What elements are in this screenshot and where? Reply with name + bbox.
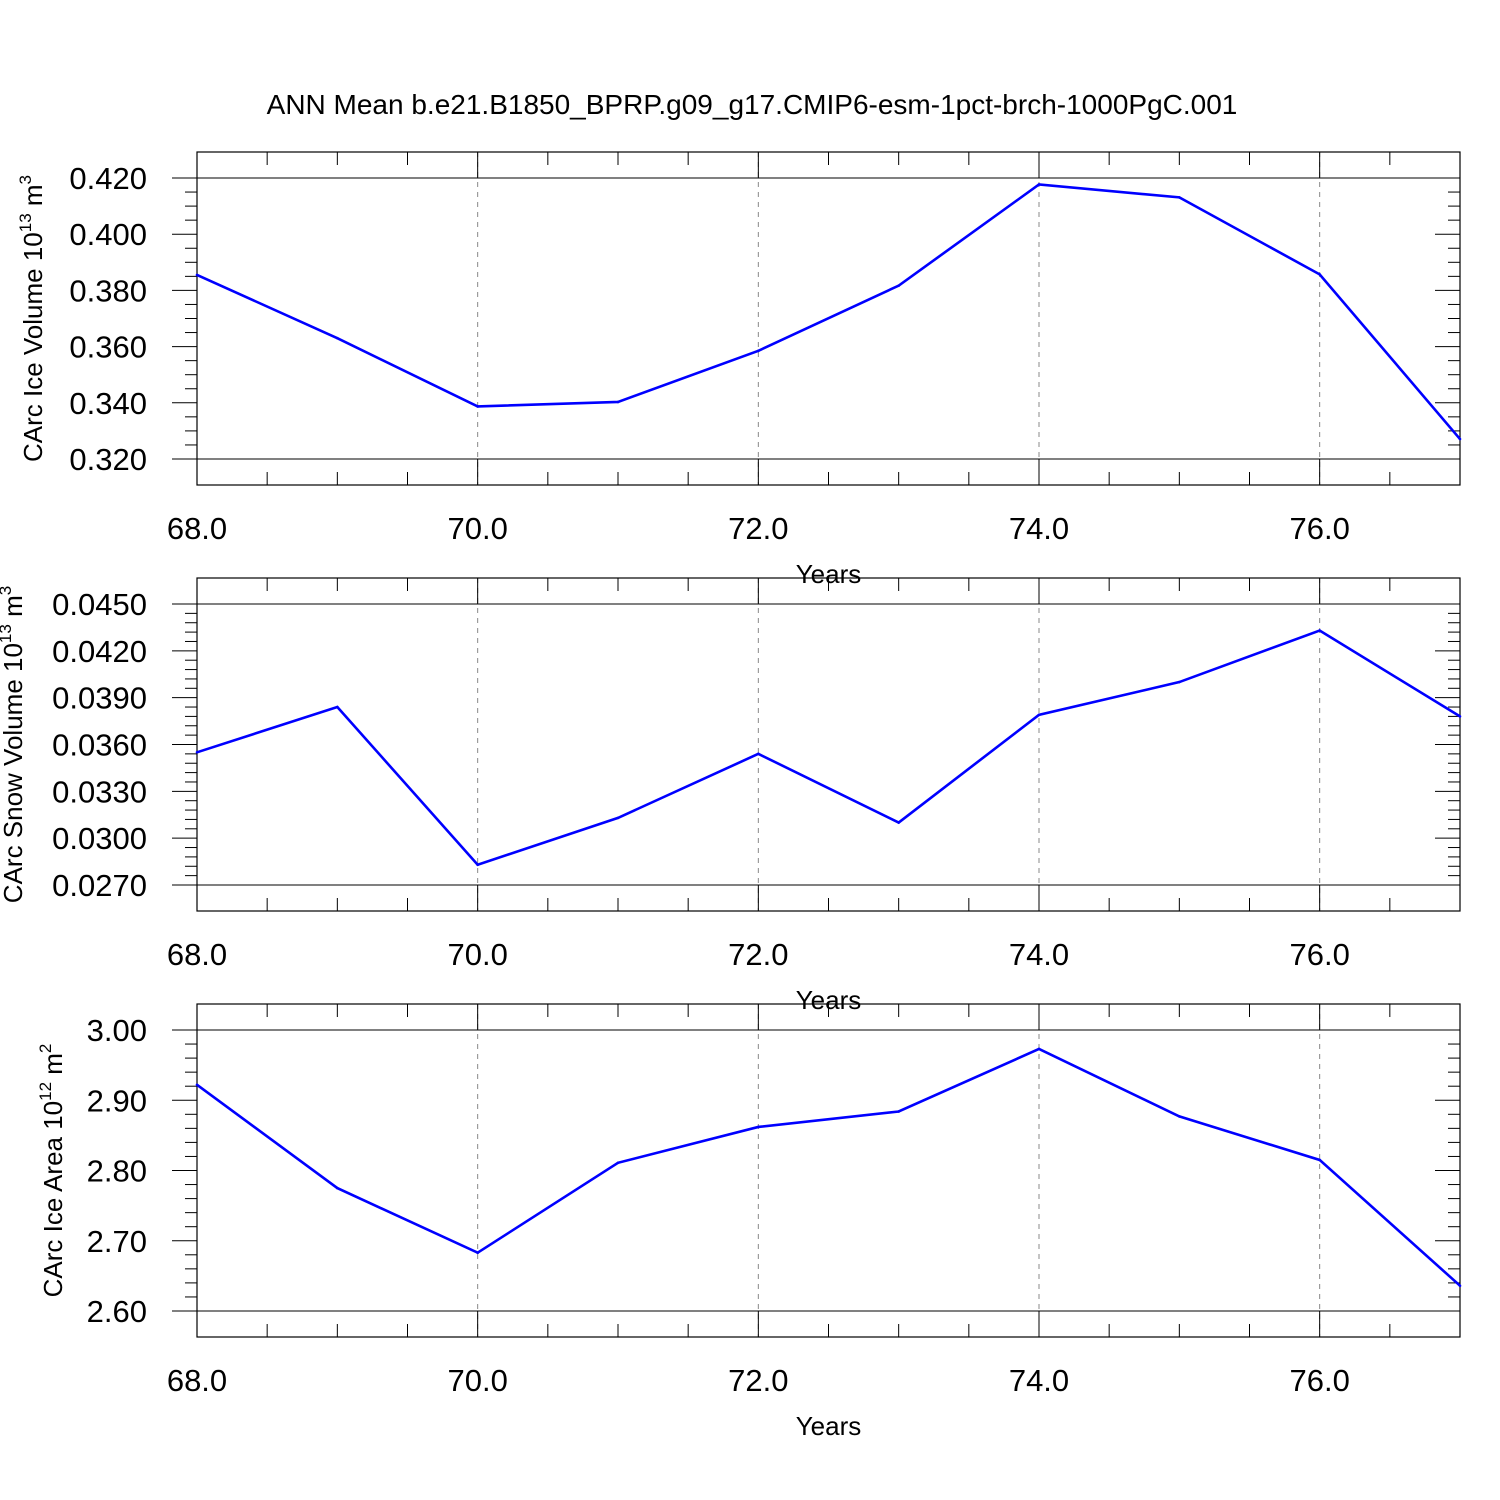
y-tick-label: 0.0360 [52,728,147,763]
plot-frame [196,577,1461,912]
chart-panel-2: 0.0270 0.0300 0.0330 0.0360 0.0390 0.0420 0.04… [0,577,1462,1015]
y-tick-label: 0.0390 [52,681,147,716]
chart-panel-3: 2.60 2.70 2.80 2.90 3.00 68.0 70.0 72.0 74.0 76.0… [36,1003,1462,1441]
chart-panel-1: 0.320 0.340 0.360 0.380 0.400 0.420 68.0 70.0 72… [16,151,1462,589]
y-tick-label: 0.380 [69,273,147,308]
data-point [195,273,199,277]
y-tick-label: 2.80 [87,1154,147,1189]
data-point [897,1110,900,1113]
data-point [1318,273,1321,276]
data-point [1037,1047,1041,1051]
x-tick-label: 68.0 [167,1363,227,1398]
plot-frame [196,1003,1461,1338]
x-tick-label: 70.0 [447,937,507,972]
x-tick-label: 76.0 [1289,937,1349,972]
y-tick-label: 0.0330 [52,774,147,809]
data-point [1178,680,1181,684]
y-tick-label: 2.60 [87,1294,147,1329]
x-tick-label: 76.0 [1289,511,1349,546]
y-tick-label: 0.340 [69,386,147,421]
x-tick-label: 76.0 [1289,1363,1349,1398]
data-point [195,1083,199,1087]
data-point [476,1251,479,1254]
series-line [196,1047,1461,1287]
data-point [1178,1115,1181,1118]
x-tick-label: 68.0 [167,511,227,546]
data-point [336,1186,339,1190]
data-point [1178,196,1181,199]
y-axis-label: CArc Ice Area 1012 m2 [36,1044,68,1298]
data-point [336,705,339,709]
data-point [1318,629,1321,632]
x-tick-label: 72.0 [728,1363,788,1398]
y-tick-label: 0.0300 [52,821,147,856]
data-point [757,1125,760,1129]
data-point [336,336,339,340]
x-tick-label: 70.0 [447,511,507,546]
x-axis-label: Years [796,1411,862,1441]
data-point [757,752,760,756]
data-point [1458,437,1462,441]
data-point [1037,713,1041,717]
data-point [476,405,479,408]
y-tick-label: 0.400 [69,217,147,252]
data-point [616,1161,620,1165]
data-point [1037,183,1041,186]
y-tick-label: 2.70 [87,1224,147,1259]
y-tick-label: 0.320 [69,442,147,477]
x-tick-label: 72.0 [728,937,788,972]
chart-title: ANN Mean b.e21.B1850_BPRP.g09_g17.CMIP6-… [267,89,1238,120]
y-tick-label: 0.0450 [52,587,147,622]
series-line [196,629,1461,867]
y-tick-label: 0.0420 [52,634,147,669]
data-point [897,821,900,824]
x-tick-label: 74.0 [1009,1363,1069,1398]
data-point [476,863,479,867]
data-point [757,349,760,353]
y-tick-label: 3.00 [87,1013,147,1048]
panels: 0.320 0.340 0.360 0.380 0.400 0.420 68.0 70.0 72… [0,151,1462,1441]
data-point [195,751,199,754]
x-tick-label: 68.0 [167,937,227,972]
data-point [1458,715,1462,718]
data-point [1318,1158,1321,1162]
data-point [1458,1284,1462,1288]
x-tick-label: 74.0 [1009,937,1069,972]
x-tick-label: 72.0 [728,511,788,546]
y-tick-label: 2.90 [87,1083,147,1118]
data-point [616,816,620,820]
data-point [616,400,620,404]
x-tick-label: 74.0 [1009,511,1069,546]
x-tick-label: 70.0 [447,1363,507,1398]
y-tick-label: 0.360 [69,330,147,365]
series-line [196,183,1461,440]
y-axis-label: CArc Ice Volume 1013 m3 [16,175,48,462]
y-tick-label: 0.0270 [52,868,147,903]
data-point [897,284,900,287]
y-axis-label: CArc Snow Volume 1013 m3 [0,586,28,903]
y-tick-label: 0.420 [69,161,147,196]
